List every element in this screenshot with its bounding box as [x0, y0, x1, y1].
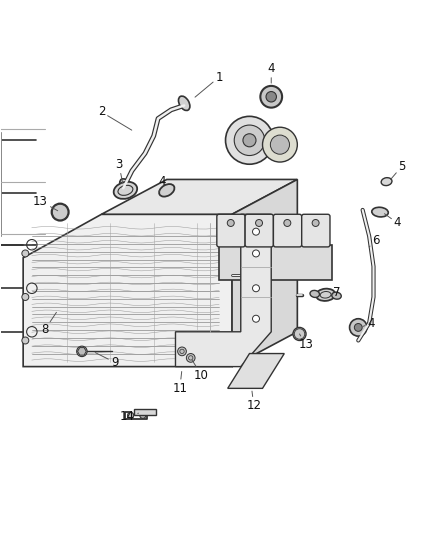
Circle shape	[270, 135, 290, 154]
Text: 6: 6	[369, 234, 379, 247]
Circle shape	[243, 134, 256, 147]
Circle shape	[226, 116, 273, 164]
Polygon shape	[228, 353, 284, 389]
Polygon shape	[102, 180, 297, 214]
Circle shape	[253, 285, 259, 292]
Polygon shape	[134, 409, 156, 415]
Ellipse shape	[316, 289, 336, 301]
Text: 2: 2	[98, 106, 132, 130]
Circle shape	[186, 353, 195, 362]
Ellipse shape	[178, 96, 190, 110]
Ellipse shape	[372, 207, 388, 217]
Circle shape	[260, 86, 282, 108]
FancyBboxPatch shape	[273, 214, 302, 247]
Text: 4: 4	[385, 214, 401, 230]
Text: 12: 12	[246, 391, 261, 412]
Text: 11: 11	[172, 372, 187, 395]
Text: 4: 4	[159, 175, 166, 192]
Polygon shape	[232, 180, 297, 367]
FancyBboxPatch shape	[217, 214, 245, 247]
Text: 13: 13	[299, 334, 314, 351]
Circle shape	[253, 315, 259, 322]
FancyBboxPatch shape	[302, 214, 330, 247]
Ellipse shape	[120, 179, 131, 193]
Text: 5: 5	[391, 160, 406, 180]
Text: 3: 3	[115, 158, 123, 183]
Circle shape	[262, 127, 297, 162]
Text: 14: 14	[120, 410, 138, 423]
Circle shape	[255, 220, 262, 227]
Circle shape	[253, 250, 259, 257]
Polygon shape	[219, 245, 332, 279]
Ellipse shape	[293, 327, 306, 341]
Text: 1: 1	[195, 71, 223, 97]
Circle shape	[253, 228, 259, 235]
Polygon shape	[78, 348, 86, 355]
FancyBboxPatch shape	[245, 214, 273, 247]
Circle shape	[234, 125, 265, 156]
Circle shape	[227, 220, 234, 227]
Circle shape	[178, 347, 186, 356]
Circle shape	[284, 220, 291, 227]
Text: 9: 9	[95, 353, 118, 369]
Text: 4: 4	[363, 317, 375, 329]
Circle shape	[22, 294, 29, 301]
Circle shape	[354, 324, 362, 332]
Ellipse shape	[310, 290, 319, 297]
Text: 8: 8	[41, 312, 57, 336]
Circle shape	[22, 250, 29, 257]
Circle shape	[140, 413, 146, 418]
Text: 7: 7	[332, 286, 340, 299]
Text: 13: 13	[33, 195, 58, 211]
Circle shape	[350, 319, 367, 336]
Polygon shape	[176, 214, 271, 367]
Circle shape	[77, 346, 87, 357]
Ellipse shape	[332, 292, 341, 299]
Circle shape	[312, 220, 319, 227]
Ellipse shape	[114, 182, 137, 199]
Ellipse shape	[381, 177, 392, 185]
Text: 4: 4	[268, 62, 275, 83]
Ellipse shape	[159, 184, 174, 197]
Ellipse shape	[51, 204, 69, 221]
Circle shape	[22, 337, 29, 344]
Text: 10: 10	[192, 360, 209, 382]
Circle shape	[127, 413, 134, 418]
Polygon shape	[23, 214, 232, 367]
Circle shape	[266, 92, 276, 102]
